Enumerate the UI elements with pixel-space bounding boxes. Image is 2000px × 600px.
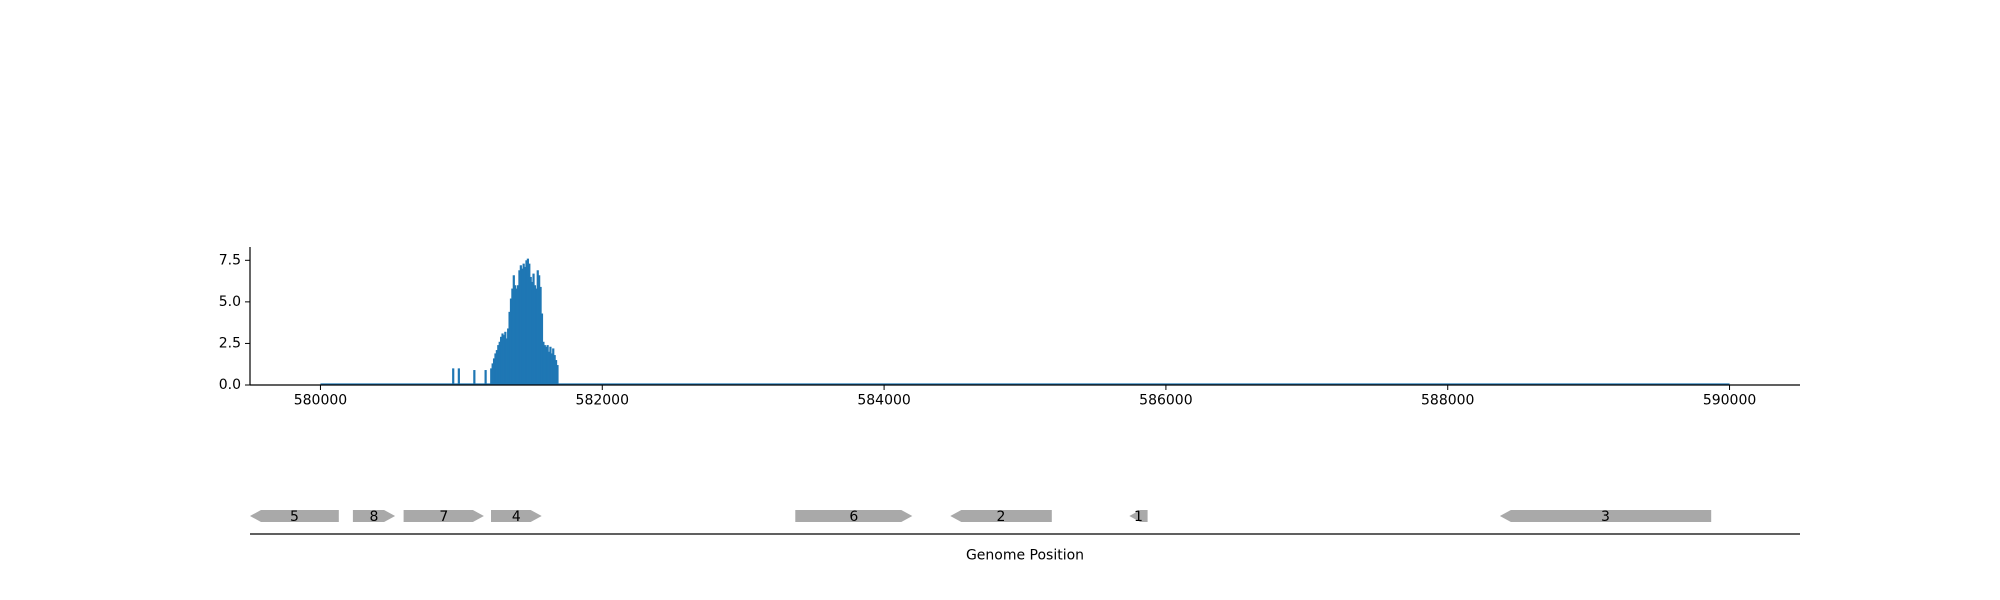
gene-label: 1: [1134, 509, 1143, 525]
gene-arrow: [491, 510, 542, 522]
coverage-bar: [484, 370, 487, 385]
x-axis: 580000 582000 584000 586000 588000 590000: [250, 384, 1800, 409]
coverage-bar: [502, 335, 506, 385]
coverage-bar: [538, 275, 541, 385]
coverage-bar: [490, 368, 493, 385]
coverage-bar: [549, 346, 552, 385]
gene-arrow: [1499, 510, 1712, 522]
x-tick-label: 580000: [294, 393, 347, 409]
gene-arrow: [403, 510, 484, 522]
coverage-bar: [495, 350, 498, 385]
coverage-bar: [509, 298, 513, 385]
coverage-bar: [543, 345, 546, 385]
gene-arrow: [352, 510, 396, 522]
coverage-bar: [514, 285, 517, 385]
gene-label: 3: [1601, 509, 1610, 525]
coverage-bar: [532, 273, 535, 385]
coverage-bar: [540, 313, 544, 385]
coverage-bar: [507, 328, 510, 385]
coverage-bar: [547, 351, 551, 385]
x-tick-label: 584000: [857, 393, 910, 409]
gene-label: 2: [997, 509, 1006, 525]
coverage-bar: [519, 265, 522, 385]
coverage-bar: [498, 341, 501, 385]
gene-arrow: [795, 510, 913, 522]
y-tick-label: 2.5: [219, 335, 241, 351]
gene-arrow: [250, 510, 339, 522]
coverage-bar: [452, 368, 455, 385]
coverage-bar: [505, 338, 508, 385]
coverage-bar: [531, 281, 534, 385]
coverage-bar: [491, 363, 494, 385]
coverage-bar: [528, 263, 531, 385]
gene-arrow: [1129, 510, 1148, 522]
coverage-bar: [473, 370, 476, 385]
coverage-bar: [521, 268, 524, 385]
y-tick-label: 7.5: [219, 252, 241, 268]
gene-label: 8: [370, 509, 379, 525]
coverage-bar: [511, 288, 514, 385]
coverage-bar: [515, 288, 518, 385]
x-tick-label: 586000: [1139, 393, 1192, 409]
coverage-plot: 0.0 2.5 5.0 7.5 580000 582000 584000 586000 588…: [219, 247, 1800, 409]
coverage-bar: [522, 263, 525, 385]
coverage-bar: [529, 276, 532, 385]
coverage-bar: [500, 336, 503, 385]
coverage-bar: [494, 353, 497, 385]
coverage-bar: [457, 368, 460, 385]
coverage-bar: [526, 258, 529, 385]
coverage-bar: [546, 345, 549, 385]
x-tick-label: 582000: [576, 393, 629, 409]
coverage-bar: [533, 285, 537, 385]
coverage-bar: [542, 341, 545, 385]
gene-track-xlabel: Genome Position: [966, 548, 1084, 564]
y-tick-label: 5.0: [219, 294, 241, 310]
coverage-bar: [497, 345, 500, 385]
coverage-bar: [553, 355, 556, 385]
coverage-bar: [545, 346, 548, 385]
coverage-bar: [550, 353, 553, 385]
coverage-bar: [525, 260, 528, 385]
coverage-bar: [518, 270, 521, 385]
gene-label: 4: [512, 509, 521, 525]
coverage-bar: [535, 288, 538, 385]
coverage-bar: [492, 358, 496, 385]
coverage-bar: [504, 331, 507, 385]
coverage-bar: [536, 270, 539, 385]
coverage-bar: [552, 348, 555, 385]
coverage-bar: [523, 266, 527, 385]
y-axis: 0.0 2.5 5.0 7.5: [219, 247, 251, 393]
gene-label: 6: [849, 509, 858, 525]
coverage-bar: [554, 360, 558, 385]
y-tick-label: 0.0: [219, 377, 241, 393]
gene-label: 5: [290, 509, 299, 525]
coverage-bar: [556, 365, 559, 385]
x-tick-label: 588000: [1421, 393, 1474, 409]
coverage-bar: [501, 333, 504, 385]
gene-arrows: 5 8 7 4 6 2 1 3: [250, 509, 1712, 525]
gene-label: 7: [439, 509, 448, 525]
x-tick-label: 590000: [1703, 393, 1756, 409]
coverage-bar: [516, 285, 520, 385]
coverage-bar: [539, 286, 542, 385]
coverage-bars: [320, 258, 1730, 386]
coverage-bar: [508, 311, 511, 385]
gene-track: 5 8 7 4 6 2 1 3 Genome Position: [250, 509, 1800, 564]
coverage-bar: [512, 275, 515, 385]
gene-arrow: [950, 510, 1052, 522]
